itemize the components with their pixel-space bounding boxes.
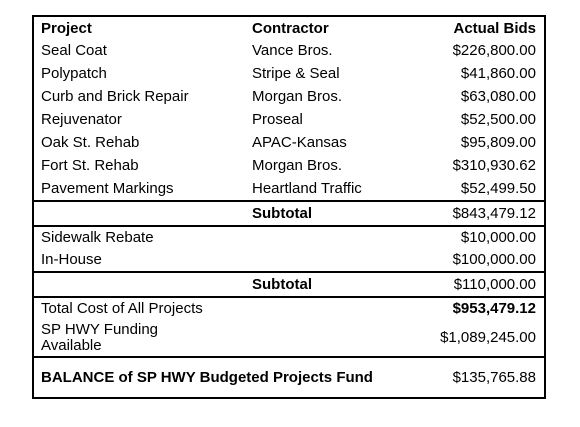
bid-amount: $41,860.00	[460, 65, 536, 82]
table-row: Fort St. Rehab Morgan Bros. $310,930.62	[34, 154, 544, 177]
subtotal-label: Subtotal	[252, 276, 312, 293]
table-row: Oak St. Rehab APAC-Kansas $95,809.00	[34, 131, 544, 154]
project-name: Oak St. Rehab	[41, 134, 140, 151]
contractor-name: APAC-Kansas	[252, 134, 347, 151]
funding-label: SP HWY Funding Available	[41, 320, 159, 354]
contractor-name: Proseal	[252, 111, 303, 128]
bid-amount: $226,800.00	[452, 42, 536, 59]
contractor-name: Vance Bros.	[252, 42, 333, 59]
table-row: Rejuvenator Proseal $52,500.00	[34, 108, 544, 131]
subtotal-row: Subtotal $110,000.00	[34, 271, 544, 296]
header-contractor: Contractor	[252, 19, 329, 37]
project-name: Seal Coat	[41, 42, 107, 59]
bid-amount: $100,000.00	[452, 251, 536, 268]
project-name: Sidewalk Rebate	[41, 229, 154, 246]
contractor-name: Stripe & Seal	[252, 65, 340, 82]
bid-amount: $310,930.62	[452, 157, 536, 174]
bid-amount: $52,500.00	[460, 111, 536, 128]
bid-amount: $63,080.00	[460, 88, 536, 105]
project-name: In-House	[41, 251, 102, 268]
table-row: Curb and Brick Repair Morgan Bros. $63,0…	[34, 85, 544, 108]
project-name: Pavement Markings	[41, 180, 174, 197]
header-project: Project	[41, 19, 92, 37]
bid-amount: $10,000.00	[460, 229, 536, 246]
project-name: Rejuvenator	[41, 111, 122, 128]
funding-row: SP HWY Funding Available $1,089,245.00	[34, 319, 544, 356]
balance-label: BALANCE of SP HWY Budgeted Projects Fund	[41, 368, 373, 386]
table-row: Pavement Markings Heartland Traffic $52,…	[34, 177, 544, 200]
project-name: Polypatch	[41, 65, 107, 82]
table-row: Polypatch Stripe & Seal $41,860.00	[34, 62, 544, 85]
contractor-name: Heartland Traffic	[252, 180, 362, 197]
balance-row: BALANCE of SP HWY Budgeted Projects Fund…	[34, 356, 544, 397]
bids-table: Project Contractor Actual Bids Seal Coat…	[32, 15, 546, 399]
bid-amount: $52,499.50	[460, 180, 536, 197]
table-row: Sidewalk Rebate $10,000.00	[34, 225, 544, 248]
total-cost-value: $953,479.12	[452, 300, 536, 317]
table-row: In-House $100,000.00	[34, 248, 544, 271]
project-name: Fort St. Rehab	[41, 157, 139, 174]
bid-amount: $95,809.00	[460, 134, 536, 151]
total-cost-label: Total Cost of All Projects	[41, 300, 203, 317]
funding-value: $1,089,245.00	[440, 329, 536, 346]
contractor-name: Morgan Bros.	[252, 88, 343, 105]
subtotal-value: $110,000.00	[453, 276, 536, 293]
subtotal-label: Subtotal	[252, 205, 312, 222]
header-row: Project Contractor Actual Bids	[34, 17, 544, 39]
subtotal-row: Subtotal $843,479.12	[34, 200, 544, 225]
contractor-name: Morgan Bros.	[252, 157, 343, 174]
project-name: Curb and Brick Repair	[41, 88, 189, 105]
header-actual-bids: Actual Bids	[453, 19, 536, 37]
table-row: Seal Coat Vance Bros. $226,800.00	[34, 39, 544, 62]
balance-value: $135,765.88	[452, 369, 536, 386]
total-cost-row: Total Cost of All Projects $953,479.12	[34, 296, 544, 319]
subtotal-value: $843,479.12	[452, 205, 536, 222]
